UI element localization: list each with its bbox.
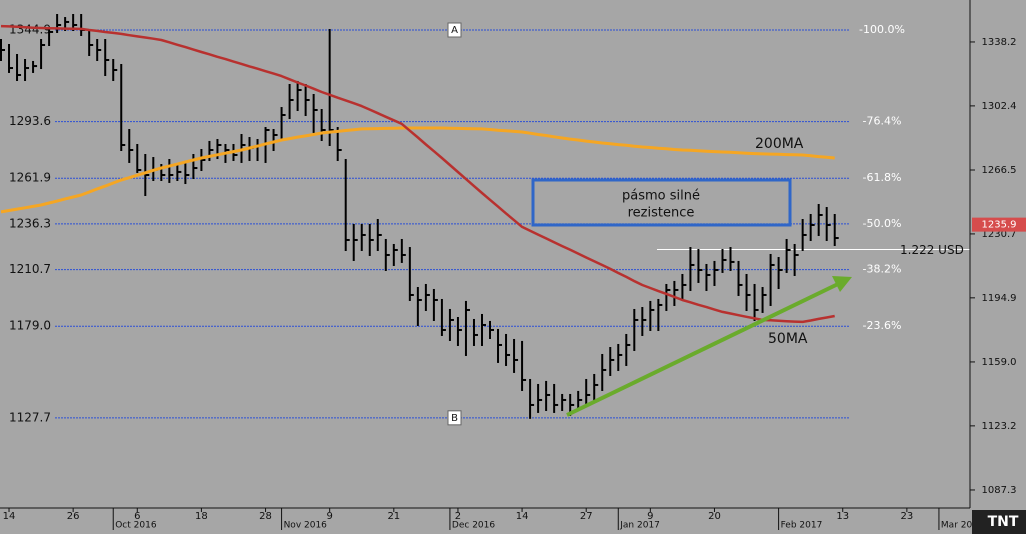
logo: TNT: [988, 514, 1019, 530]
y-tick-label: 1266.5: [982, 165, 1017, 176]
fib-pct-label: -100.0%: [859, 23, 905, 36]
x-tick-label: 27: [580, 511, 593, 522]
x-tick-label: 20: [708, 511, 721, 522]
annotation-text: rezistence: [628, 206, 695, 221]
fib-pct-label: -50.0%: [863, 217, 902, 230]
x-tick-label: 14: [3, 511, 16, 522]
bars-layer: [0, 13, 839, 419]
x-month-label: Mar 20: [941, 521, 973, 531]
x-tick-label: 2: [455, 511, 461, 522]
fib-price-label: 1179.0: [9, 319, 51, 333]
fib-price-label: 1236.3: [9, 216, 51, 230]
last-price-box: [972, 217, 1026, 232]
fib-point-box: [447, 22, 462, 38]
x-month-label: Dec 2016: [452, 521, 495, 531]
fib-price-label: 1210.7: [9, 262, 51, 276]
fib-pct-label: -23.6%: [863, 319, 902, 332]
y-tick-label: 1123.2: [982, 421, 1017, 432]
x-month-label: Jan 2017: [619, 521, 660, 531]
x-month-label: Nov 2016: [284, 521, 328, 531]
last-price-label: 1235.9: [982, 220, 1017, 231]
x-tick-label: 23: [901, 511, 914, 522]
x-tick-label: 14: [516, 511, 529, 522]
x-tick-label: 21: [387, 511, 400, 522]
ma-label: 50MA: [768, 331, 808, 347]
y-tick-label: 1230.7: [982, 229, 1017, 240]
annotation-text: pásmo silné: [622, 189, 700, 204]
x-tick-label: 28: [259, 511, 272, 522]
fib-pct-label: -76.4%: [863, 115, 902, 128]
trend-arrow-head: [832, 276, 852, 292]
y-tick-label: 1087.3: [982, 485, 1017, 496]
fib-point-box: [447, 410, 462, 426]
fib-price-label: 1261.9: [9, 171, 51, 185]
y-tick-label: 1159.0: [982, 357, 1017, 368]
ma-line: [0, 24, 835, 324]
x-tick-label: 18: [195, 511, 208, 522]
fib-point-label: A: [451, 25, 458, 36]
x-tick-label: 6: [134, 511, 140, 522]
fib-price-label: 1293.6: [9, 114, 51, 128]
x-month-label: Feb 2017: [781, 521, 823, 531]
y-tick-label: 1194.9: [982, 293, 1017, 304]
logo-box: [972, 510, 1026, 534]
fib-price-label: 1344.9: [9, 22, 51, 36]
ma-line: [0, 126, 835, 214]
x-month-label: Oct 2016: [115, 521, 157, 531]
y-tick-label: 1302.4: [982, 101, 1017, 112]
fib-pct-label: -38.2%: [863, 263, 902, 276]
y-tick-label: 1338.2: [982, 37, 1017, 48]
axes-layer: 1338.2 1302.4 1266.5 1230.7 1194.9 1159.0 1123…: [3, 37, 1026, 531]
fib-pct-label: -61.8%: [863, 171, 902, 184]
fib-point-label: B: [451, 413, 458, 424]
x-tick-label: 26: [67, 511, 80, 522]
trend-arrow: [566, 282, 839, 417]
price-line-label: 1.222 USD: [900, 243, 964, 257]
ma-label: 200MA: [755, 136, 804, 152]
x-tick-label: 9: [326, 511, 332, 522]
resistance-box: [531, 178, 792, 227]
ma-layer: 200MA 50MA: [0, 24, 835, 347]
x-tick-label: 13: [836, 511, 849, 522]
fib-price-label: 1127.7: [9, 410, 51, 424]
x-tick-label: 9: [647, 511, 653, 522]
fib-layer: 1344.9 -100.0% A 1293.6 -76.4% 1261.9 -61.8% 12…: [9, 22, 970, 426]
